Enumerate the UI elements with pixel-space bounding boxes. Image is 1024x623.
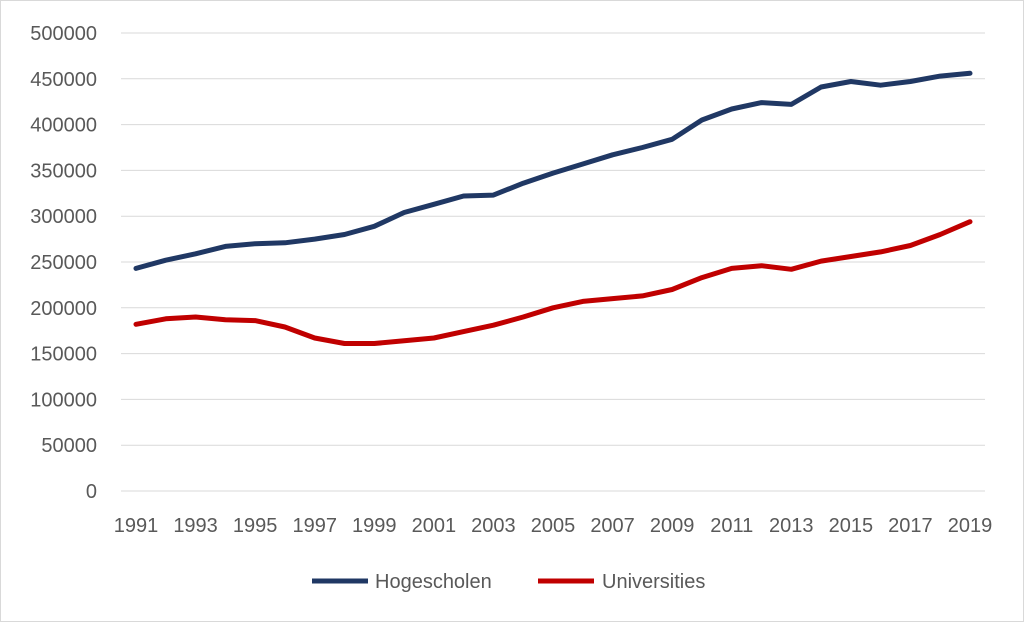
y-tick-label: 150000 [30, 344, 97, 366]
x-tick-label: 2007 [590, 515, 635, 537]
x-axis-tick-labels: 1991 1993 1995 1997 1999 2001 2003 2005 2007 2009… [114, 515, 993, 537]
y-tick-label: 400000 [30, 115, 97, 137]
x-tick-label: 2011 [710, 515, 753, 537]
y-tick-label: 50000 [41, 435, 97, 457]
x-tick-label: 2001 [412, 515, 457, 537]
y-tick-label: 200000 [30, 298, 97, 320]
series-line-universities [133, 219, 973, 346]
y-tick-label: 300000 [30, 206, 97, 228]
y-tick-label: 450000 [30, 69, 97, 91]
x-tick-label: 1991 [114, 515, 159, 537]
x-tick-label: 2019 [948, 515, 993, 537]
x-tick-label: 2013 [769, 515, 814, 537]
legend-label-universities: Universities [602, 571, 705, 593]
x-tick-label: 2017 [888, 515, 933, 537]
legend: Hogescholen Universities [312, 571, 705, 593]
x-tick-label: 1997 [292, 515, 337, 537]
x-tick-label: 2003 [471, 515, 516, 537]
x-tick-label: 2009 [650, 515, 695, 537]
x-tick-label: 1999 [352, 515, 397, 537]
legend-label-hogescholen: Hogescholen [375, 571, 492, 593]
series-line-hogescholen [133, 70, 973, 271]
y-tick-label: 0 [86, 481, 97, 503]
y-tick-label: 250000 [30, 252, 97, 274]
series-lines [133, 70, 973, 346]
y-tick-label: 350000 [30, 160, 97, 182]
y-tick-label: 500000 [30, 23, 97, 45]
y-axis-tick-labels: 0 50000 100000 150000 200000 250000 300000 3500… [30, 23, 97, 503]
gridlines [121, 32, 985, 446]
x-tick-label: 2015 [829, 515, 874, 537]
y-tick-label: 100000 [30, 389, 97, 411]
x-tick-label: 1995 [233, 515, 278, 537]
x-tick-label: 2005 [531, 515, 576, 537]
x-tick-label: 1993 [173, 515, 218, 537]
